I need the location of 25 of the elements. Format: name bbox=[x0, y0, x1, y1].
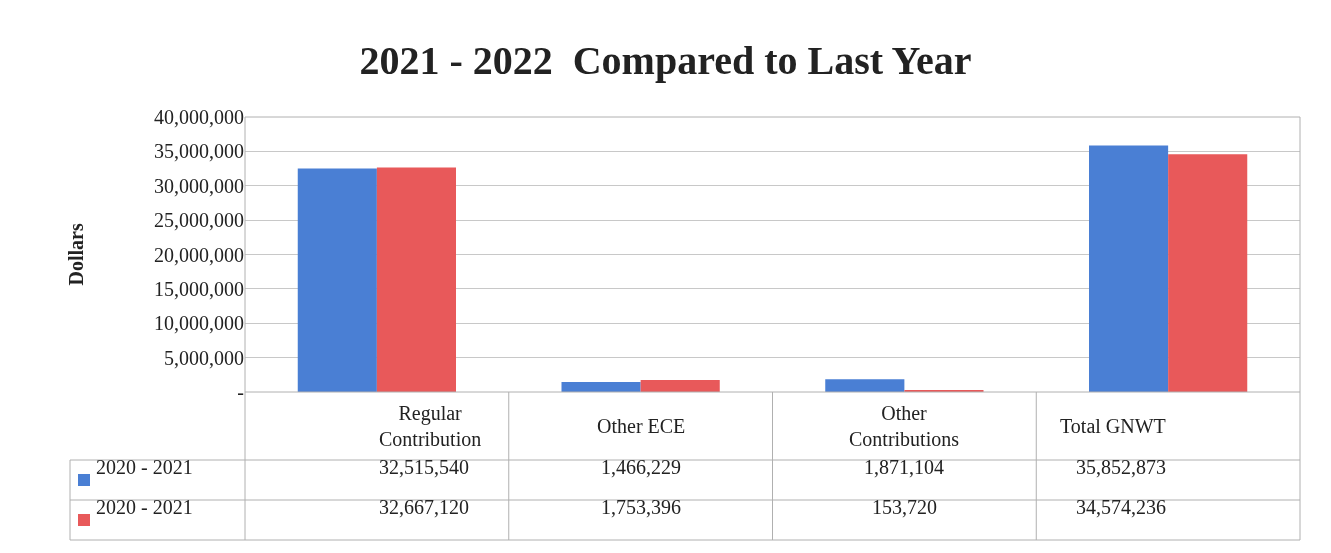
legend-label: 2020 - 2021 bbox=[96, 456, 193, 478]
y-tick-label: 25,000,000 bbox=[154, 209, 244, 232]
legend-label: 2020 - 2021 bbox=[96, 496, 193, 518]
data-label: 32,667,120 bbox=[379, 496, 469, 518]
data-label: 1,753,396 bbox=[601, 496, 681, 518]
y-tick-label: 15,000,000 bbox=[154, 277, 244, 300]
y-tick-label: 5,000,000 bbox=[164, 346, 244, 369]
data-label: 32,515,540 bbox=[379, 456, 469, 478]
y-axis-title: Dollars bbox=[64, 223, 87, 286]
data-label: 1,871,104 bbox=[864, 456, 944, 478]
x-tick-label: Other Contributions bbox=[849, 402, 960, 450]
data-label: 1,466,229 bbox=[601, 456, 681, 478]
y-tick-label: 10,000,000 bbox=[154, 312, 244, 335]
data-label: 35,852,873 bbox=[1076, 456, 1166, 478]
x-tick-label: Total GNWT bbox=[1060, 415, 1166, 437]
x-tick-label: Other ECE bbox=[597, 415, 686, 437]
y-tick-label: 40,000,000 bbox=[154, 106, 244, 128]
data-label: 153,720 bbox=[872, 496, 937, 518]
y-tick-label: - bbox=[237, 381, 244, 403]
chart-title: 2021 - 2022 Compared to Last Year bbox=[359, 38, 972, 83]
data-label: 34,574,236 bbox=[1076, 496, 1166, 518]
y-tick-label: 30,000,000 bbox=[154, 174, 244, 197]
x-tick-label: Regular Contribution bbox=[379, 402, 482, 450]
y-tick-label: 35,000,000 bbox=[154, 140, 244, 163]
y-tick-label: 20,000,000 bbox=[154, 243, 244, 266]
